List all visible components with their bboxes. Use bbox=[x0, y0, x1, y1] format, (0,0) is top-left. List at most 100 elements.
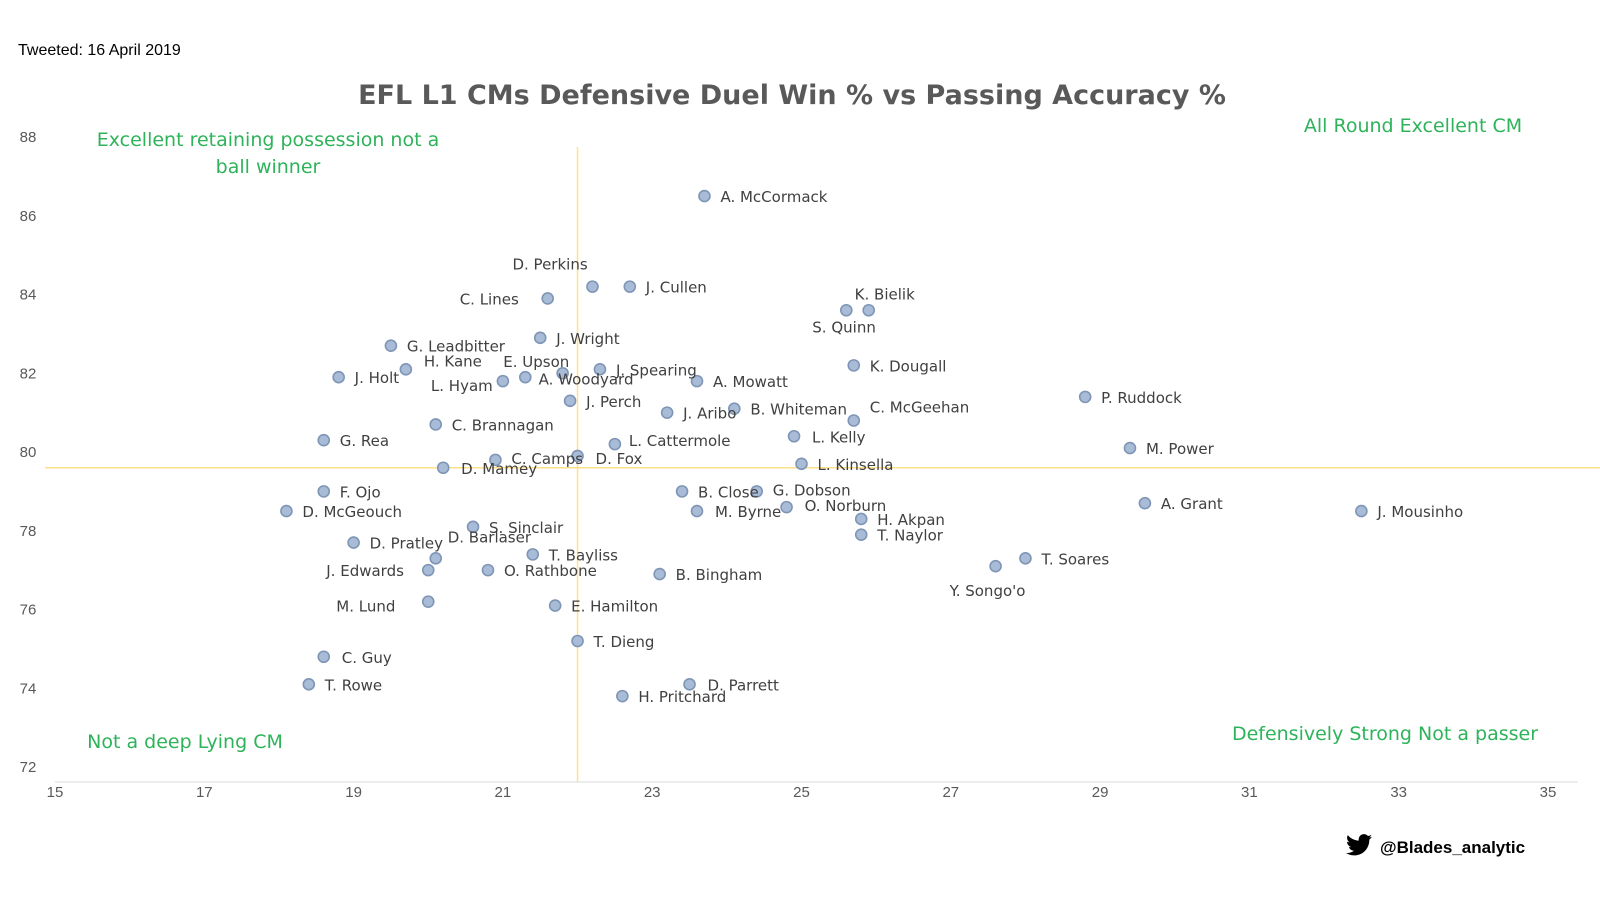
data-label: T. Bayliss bbox=[548, 546, 618, 564]
data-label: J. Cullen bbox=[645, 279, 707, 297]
data-point bbox=[436, 461, 450, 475]
data-point bbox=[548, 599, 562, 612]
data-label: M. Lund bbox=[336, 598, 395, 616]
data-point bbox=[795, 457, 808, 471]
data-label: D. Perkins bbox=[512, 256, 587, 274]
data-point bbox=[421, 563, 435, 577]
data-label: A. Grant bbox=[1161, 495, 1223, 513]
x-axis-ticks: 15 17 19 21 23 25 27 29 31 33 35 bbox=[47, 784, 1557, 801]
data-point bbox=[1019, 552, 1032, 565]
data-label: T. Naylor bbox=[876, 527, 944, 545]
y-tick-label: 72 bbox=[20, 759, 37, 776]
data-label: H. Akpan bbox=[877, 511, 945, 529]
data-label: D. Fox bbox=[596, 450, 643, 468]
y-tick-label: 76 bbox=[20, 602, 37, 619]
data-label: M. Power bbox=[1146, 440, 1215, 458]
data-label: D. McGeouch bbox=[302, 503, 402, 521]
data-label: S. Sinclair bbox=[489, 519, 564, 537]
data-label: K. Dougall bbox=[870, 357, 947, 375]
data-point bbox=[750, 485, 764, 498]
data-point bbox=[586, 280, 599, 293]
data-point bbox=[280, 504, 293, 518]
data-point bbox=[429, 418, 443, 431]
y-tick-label: 88 bbox=[20, 129, 37, 146]
data-label: T. Rowe bbox=[324, 676, 382, 694]
data-label: J. Spearing bbox=[615, 361, 697, 379]
data-label: F. Ojo bbox=[340, 483, 381, 501]
x-tick-label: 33 bbox=[1390, 784, 1407, 801]
data-point bbox=[1123, 441, 1137, 455]
data-label: J. Wright bbox=[555, 330, 619, 348]
chart-title: EFL L1 CMs Defensive Duel Win % vs Passi… bbox=[358, 80, 1226, 111]
data-point bbox=[571, 449, 584, 463]
x-tick-label: 19 bbox=[345, 784, 362, 801]
data-label: J. Holt bbox=[354, 369, 400, 387]
data-point bbox=[989, 559, 1002, 573]
data-label: B. Whiteman bbox=[750, 401, 847, 419]
data-label: O. Rathbone bbox=[504, 562, 597, 580]
data-point bbox=[854, 512, 868, 526]
data-point bbox=[563, 394, 577, 408]
data-label: O. Norburn bbox=[805, 497, 887, 515]
data-label: S. Quinn bbox=[812, 318, 876, 336]
data-point bbox=[698, 189, 711, 203]
data-point bbox=[541, 292, 554, 305]
data-label: M. Byrne bbox=[715, 503, 781, 521]
x-tick-label: 35 bbox=[1540, 784, 1557, 801]
data-point bbox=[728, 402, 741, 415]
data-point bbox=[347, 536, 360, 549]
data-point bbox=[1138, 496, 1152, 510]
data-point bbox=[556, 366, 569, 380]
data-label: E. Hamilton bbox=[571, 598, 658, 616]
data-label: J. Edwards bbox=[325, 562, 404, 580]
data-label: B. Close bbox=[698, 483, 759, 501]
data-point bbox=[683, 678, 696, 691]
data-label: A. Mowatt bbox=[713, 373, 788, 391]
y-tick-label: 86 bbox=[20, 208, 37, 225]
data-point bbox=[332, 370, 345, 384]
y-tick-label: 84 bbox=[20, 287, 37, 304]
data-point bbox=[862, 303, 875, 317]
data-label: C. Camps bbox=[511, 450, 583, 468]
data-point bbox=[593, 363, 607, 376]
data-label: H. Kane bbox=[424, 352, 482, 370]
data-label: G. Rea bbox=[340, 432, 389, 450]
data-point bbox=[481, 563, 495, 577]
data-label: D. Parrett bbox=[708, 676, 780, 694]
data-point bbox=[653, 567, 666, 581]
twitter-bird-icon bbox=[1346, 834, 1372, 861]
x-tick-label: 21 bbox=[495, 784, 512, 801]
data-point bbox=[690, 374, 704, 388]
quadrant-label-bottom-right: Defensively Strong Not a passer bbox=[1232, 723, 1538, 745]
data-point bbox=[616, 689, 629, 703]
y-tick-label: 78 bbox=[20, 523, 37, 540]
data-label: C. McGeehan bbox=[870, 399, 970, 417]
data-label: J. Aribo bbox=[682, 405, 736, 423]
data-label: Y. Songo'o bbox=[949, 582, 1026, 600]
data-label: G. Dobson bbox=[773, 481, 851, 499]
data-point bbox=[533, 331, 547, 345]
data-point bbox=[623, 280, 637, 293]
y-tick-label: 74 bbox=[20, 680, 37, 697]
y-tick-label: 82 bbox=[20, 365, 37, 382]
data-point bbox=[302, 678, 316, 691]
data-point bbox=[1355, 504, 1368, 518]
quadrant-labels: Excellent retaining possession not a ball… bbox=[87, 115, 1538, 753]
data-point bbox=[317, 650, 331, 664]
credit-handle: @Blades_analytic bbox=[1380, 837, 1526, 857]
data-point bbox=[466, 520, 480, 534]
data-label: C. Brannagan bbox=[452, 416, 554, 434]
data-point bbox=[518, 370, 532, 384]
data-label: H. Pritchard bbox=[638, 688, 726, 706]
data-label: L. Hyam bbox=[431, 377, 493, 395]
data-point bbox=[317, 485, 331, 498]
data-label: P. Ruddock bbox=[1101, 389, 1182, 407]
data-point bbox=[608, 437, 622, 451]
data-labels: A. McCormack D. Perkins J. Cullen C. Lines K… bbox=[302, 188, 1463, 706]
data-label: D. Barlaser bbox=[448, 528, 532, 546]
data-label: D. Pratley bbox=[370, 535, 444, 553]
data-label: J. Mousinho bbox=[1376, 503, 1463, 521]
data-label: T. Dieng bbox=[593, 633, 655, 651]
data-point bbox=[1078, 390, 1092, 404]
